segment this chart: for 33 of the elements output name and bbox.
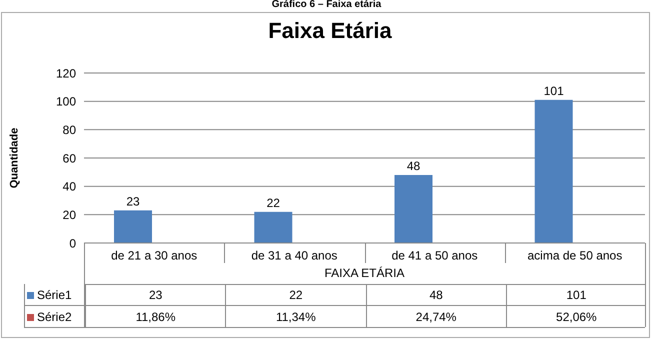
y-tick-label: 0 [69,236,76,250]
text: 24,74% [416,310,456,324]
data-label: 22 [225,284,366,306]
y-tick-label: 20 [62,208,76,222]
x-tick-label: acima de 50 anos [528,248,622,263]
bar [114,210,152,243]
text: 22 [266,196,280,210]
x-tick-label: de 21 a 30 anos [111,248,198,263]
y-tick-label: 60 [62,151,76,166]
data-label: 23 [85,284,226,306]
bar [254,212,292,243]
legend-label: Série2 [36,310,73,324]
text: Gráfico 6 – Faixa etária [270,0,382,10]
text: 48 [406,159,420,173]
x-tick-label: de 31 a 40 anos [251,248,338,263]
text: 23 [126,194,140,208]
x-tick-label: de 41 a 50 anos [392,248,478,263]
data-label: 48 [366,284,506,306]
y-axis-title: Quantidade [8,128,20,188]
text: 52,06% [556,310,597,324]
y-tick-label: 40 [62,180,76,194]
bar [534,100,573,243]
y-tick-label: 80 [62,122,76,137]
y-tick-label: 100 [56,94,76,109]
text: 11,86% [136,310,176,324]
data-label: 101 [506,284,646,306]
x-axis-title: FAIXA ETÁRIA [84,266,645,285]
y-tick-label: 120 [56,66,76,80]
legend-label: Série1 [36,288,73,302]
text: 101 [544,84,564,98]
bar [394,175,432,243]
text: 11,34% [276,310,316,324]
chart-title: Faixa Etária [267,18,393,44]
